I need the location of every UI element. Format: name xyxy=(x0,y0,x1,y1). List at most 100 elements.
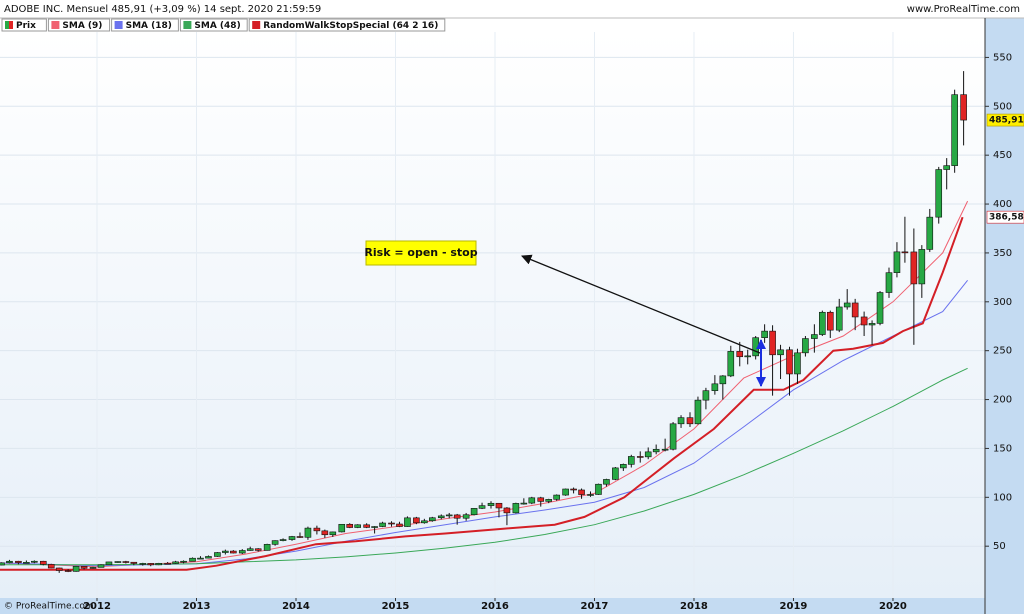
price-label: 485,91 xyxy=(989,116,1024,126)
candle-body xyxy=(89,567,97,569)
indicator-line xyxy=(0,216,964,571)
candle-body xyxy=(951,94,958,166)
x-tick-label: 2013 xyxy=(183,601,211,612)
candle-body xyxy=(661,448,669,451)
candle-body xyxy=(164,562,171,565)
candle-body xyxy=(694,399,702,425)
legend-label: SMA (18) xyxy=(126,21,172,31)
y-tick-label: 400 xyxy=(993,199,1012,210)
candle-body xyxy=(437,515,445,519)
candle-body xyxy=(587,494,594,496)
candle-body xyxy=(702,390,710,401)
legend-box xyxy=(1,18,47,32)
candle-body xyxy=(520,502,528,505)
candle-body xyxy=(0,562,5,566)
candle-body xyxy=(238,550,246,554)
candle-body xyxy=(893,251,901,273)
legend-item: RandomWalkStopSpecial (64 2 16) xyxy=(248,18,446,32)
lines xyxy=(0,200,969,571)
candle-body xyxy=(562,488,569,496)
x-tick-label: 2020 xyxy=(879,601,907,612)
candle-body xyxy=(354,524,361,528)
candle-body xyxy=(620,464,627,469)
candle-body xyxy=(926,216,934,250)
x-tick-label: 2014 xyxy=(282,601,310,612)
candle-body xyxy=(761,330,768,338)
chart-title: ADOBE INC. Mensuel 485,91 (+3,09 %) 14 s… xyxy=(4,4,321,15)
x-tick-label: 2019 xyxy=(780,601,808,612)
legend-box xyxy=(111,18,179,32)
candle-body xyxy=(744,355,752,358)
candle-body xyxy=(736,351,744,358)
y-tick-label: 50 xyxy=(993,541,1006,552)
candle-body xyxy=(786,349,793,375)
indicator-line xyxy=(0,367,968,566)
candle-body xyxy=(627,456,635,465)
candle-body xyxy=(901,251,909,254)
x-tick-label: 2016 xyxy=(481,601,509,612)
candle-body xyxy=(876,292,884,324)
legend-label: SMA (9) xyxy=(62,21,102,31)
annotation: Risk = open - stop xyxy=(364,240,766,387)
candle-body xyxy=(487,502,495,506)
y-tick-label: 450 xyxy=(993,150,1012,161)
candle-body xyxy=(777,349,784,356)
legend-swatch xyxy=(114,21,123,29)
y-tick-label: 550 xyxy=(993,52,1012,63)
candle-body xyxy=(114,561,122,563)
candle-body xyxy=(321,530,329,536)
candle-body xyxy=(644,451,652,458)
candle-body xyxy=(304,527,312,538)
candle-body xyxy=(55,567,63,571)
candle-body xyxy=(263,544,271,551)
candle-body xyxy=(122,561,130,563)
candle-body xyxy=(835,306,843,331)
candle-body xyxy=(595,483,602,495)
candle-body xyxy=(727,351,735,377)
legend-label: SMA (48) xyxy=(194,21,240,31)
candle-body xyxy=(652,449,660,453)
candle-body xyxy=(553,494,560,500)
candle-body xyxy=(413,517,420,524)
candle-body xyxy=(794,352,801,375)
y-tick-label: 500 xyxy=(993,101,1012,112)
candle-body xyxy=(677,417,685,425)
candle-body xyxy=(421,520,428,524)
candle-body xyxy=(843,302,851,308)
candles xyxy=(0,71,967,573)
candle-body xyxy=(752,337,759,357)
candle-body xyxy=(222,550,229,553)
legend-item: SMA (48) xyxy=(179,18,248,32)
annotation-text: Risk = open - stop xyxy=(364,246,477,259)
candle-body xyxy=(279,539,287,541)
annotation-arrow xyxy=(521,254,761,354)
candle-body xyxy=(180,560,187,563)
candle-body xyxy=(371,526,378,528)
candle-body xyxy=(271,540,279,545)
candle-body xyxy=(769,330,776,356)
candle-body xyxy=(388,522,395,525)
candle-body xyxy=(139,563,147,565)
legend-swatch xyxy=(183,21,192,29)
candle-body xyxy=(528,497,536,504)
candle-body xyxy=(155,562,162,566)
indicator-line xyxy=(0,200,969,568)
candle-body xyxy=(960,94,967,121)
candle-body xyxy=(935,169,943,218)
stop-label: 386,58 xyxy=(989,213,1024,223)
candle-body xyxy=(636,456,644,458)
candle-body xyxy=(97,564,105,568)
candle-body xyxy=(910,251,918,285)
x-tick-label: 2015 xyxy=(382,601,410,612)
candle-body xyxy=(338,523,346,533)
y-tick-label: 200 xyxy=(993,395,1012,406)
candle-body xyxy=(172,561,179,564)
candle-body xyxy=(64,570,72,572)
legend-swatch xyxy=(252,21,261,29)
candle-body xyxy=(396,523,403,527)
candle-body xyxy=(669,423,677,450)
candle-body xyxy=(296,536,304,538)
candle-body xyxy=(711,383,719,391)
candle-body xyxy=(578,489,585,495)
